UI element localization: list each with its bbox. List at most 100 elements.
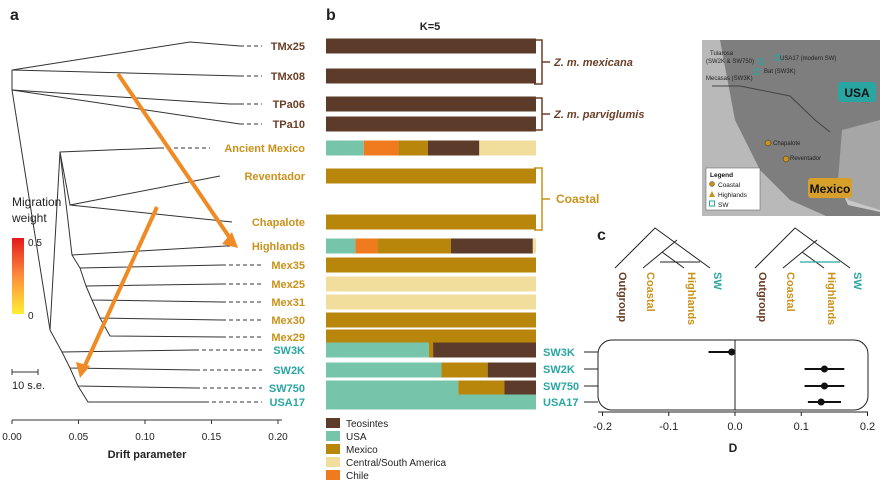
branch-mex35 [71, 254, 223, 269]
sw-legend-icon [709, 200, 715, 207]
tree-label-highlands-right: Highlands [825, 272, 837, 325]
d-statistic-plot: -0.2 -0.1 0.0 0.1 0.2 D [593, 339, 875, 455]
label-z-m-mexicana: Z. m. mexicana [553, 57, 633, 69]
admixture-row [326, 238, 536, 254]
left-tree-inner [642, 239, 685, 269]
d-tick-label: -0.2 [593, 421, 612, 433]
drift-tick-label: 0.05 [69, 432, 89, 443]
d-tick-label: 0.0 [727, 421, 742, 433]
map-label-usa: USA [844, 86, 870, 100]
tree-leaf-label: Reventador [244, 171, 305, 183]
admixture-row [326, 276, 536, 292]
legend-swatch-csa [326, 457, 340, 467]
admixture-segment-usa [326, 362, 442, 378]
tree-leaf-label: TPa06 [273, 99, 305, 111]
scale-bar-label: 10 s.e. [12, 380, 45, 392]
d-stat-trees [614, 227, 851, 269]
right-tree-outer [754, 227, 851, 269]
map-label-reventador: Reventador [790, 156, 821, 162]
usa-badge [838, 82, 876, 102]
tree-leaf-label: SW2K [273, 365, 305, 377]
sw-site-icon [753, 68, 760, 75]
admixture-segment-mexico [326, 329, 536, 345]
admixture-segment-usa [326, 140, 364, 156]
branch-chapalote [69, 204, 233, 223]
admixture-segment-usa [326, 342, 429, 358]
d-point [820, 365, 828, 373]
tree-leaf-label: Mex35 [271, 260, 305, 272]
admixture-segment-teosinte [427, 140, 480, 156]
admixture-row [326, 342, 536, 358]
tree-leaf-label: TMx25 [271, 41, 305, 53]
branch-mex29 [99, 317, 223, 338]
map-label-tularosa: Tularosa [710, 51, 734, 57]
admixture-row [326, 96, 536, 112]
sw-site-icon [774, 54, 781, 61]
map-label-usa17: USA17 (modern SW) [780, 56, 836, 62]
admixture-segment-csa [326, 276, 536, 292]
map-legend-title: Legend [710, 172, 733, 179]
admixture-segment-mexico [326, 214, 536, 230]
admixture-row [326, 362, 536, 378]
tree-leaf-label: USA17 [270, 397, 305, 409]
d-point [817, 398, 825, 406]
tree-label-coastal-right: Coastal [784, 272, 796, 312]
admixture-segment-mexico [441, 362, 488, 378]
drift-tick-label: 0.15 [202, 432, 222, 443]
tree-leaf-labels: TMx25 TMx08 TPa06 TPa10 Ancient Mexico Revent… [224, 41, 305, 409]
admixture-bars [326, 38, 536, 410]
map-label-bat: Bat (SW3K) [764, 69, 796, 75]
admixture-row [326, 168, 536, 184]
admixture-row [326, 214, 536, 230]
legend-label-mexico: Mexico [346, 445, 378, 456]
sw-label-usa17: USA17 [543, 397, 578, 409]
branch-sw750 [69, 367, 197, 389]
admixture-segment-usa [326, 380, 459, 396]
admixture-segment-mexico [428, 342, 434, 358]
scale-min-label: 0 [28, 311, 34, 322]
map-label-mecasas: Mecasas (SW3K) [706, 76, 753, 82]
admixture-segment-teosinte [504, 380, 536, 396]
admixture-segment-teosinte [450, 238, 533, 254]
map-label-mexico: Mexico [810, 182, 851, 196]
d-point [820, 382, 828, 390]
migration-arrow-coastal-sw [80, 206, 159, 373]
admixture-row [326, 38, 536, 54]
scale-max-label: 0.5 [28, 238, 42, 249]
us-mexico-border [712, 85, 831, 133]
branch-mex25 [79, 267, 223, 287]
tree-leaf-label: Mex31 [271, 297, 305, 309]
legend-swatch-chile [326, 470, 340, 480]
legend-swatch-teosinte [326, 418, 340, 428]
tree-label-outgroup-right: Outgroup [756, 272, 768, 322]
arrowhead-icon [222, 232, 238, 248]
admixture-segment-teosinte [326, 116, 536, 132]
admixture-row [326, 257, 536, 273]
admixture-segment-mexico [398, 140, 428, 156]
admixture-segment-teosinte [326, 96, 536, 112]
coastal-site-icon [764, 139, 772, 147]
tree-leaf-label: Mex30 [271, 315, 305, 327]
drift-x-axis: 0.00 0.05 0.10 0.15 0.20 Drift parameter [2, 419, 288, 461]
branch-sw3k [49, 329, 196, 353]
coastal-site-icon [782, 155, 790, 163]
admixture-row [326, 140, 536, 156]
tree-leaf-label: Mex25 [271, 279, 305, 291]
tree-leaf-label: SW750 [269, 383, 305, 395]
d-tick-label: 0.1 [794, 421, 809, 433]
d-tick-label: 0.2 [860, 421, 875, 433]
admixture-row [326, 116, 536, 132]
drift-axis-title: Drift parameter [108, 449, 188, 461]
admixture-row [326, 380, 536, 396]
map-inset: Tularosa (SW2K & SW750) USA17 (modern SW… [702, 40, 880, 216]
tree-leaf-label: Chapalote [252, 217, 305, 229]
label-z-m-parviglumis: Z. m. parviglumis [553, 109, 644, 121]
right-tree-inner [782, 239, 825, 269]
admixture-segment-csa [479, 140, 536, 156]
admixture-segment-usa [326, 394, 536, 410]
admixture-legend: Teosintes USA Mexico Central/South America C… [326, 418, 446, 482]
branch-tmx25 [11, 41, 241, 71]
tree-label-highlands-left: Highlands [685, 272, 697, 325]
migration-arrow-teosinte-highlands [116, 72, 236, 246]
